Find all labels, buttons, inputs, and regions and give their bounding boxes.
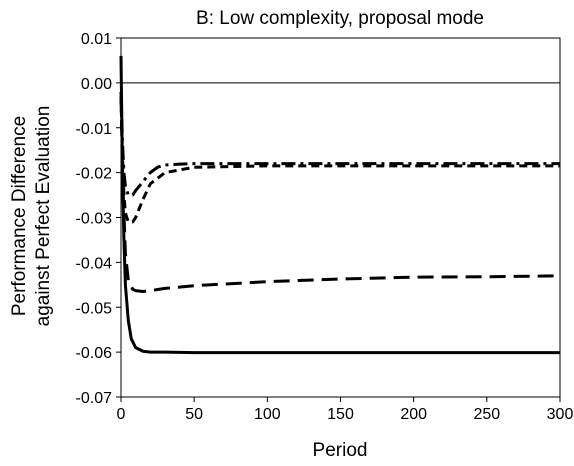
y-tick-label: 0.01: [81, 31, 112, 48]
chart-title: B: Low complexity, proposal mode: [196, 8, 484, 29]
y-tick-label: -0.05: [76, 300, 113, 317]
y-axis-label: Performance Difference against Perfect E…: [9, 106, 54, 327]
x-tick-label: 250: [473, 406, 500, 423]
y-tick-label: -0.01: [76, 121, 113, 138]
x-tick-label: 300: [547, 406, 574, 423]
x-axis-label: Period: [313, 440, 368, 461]
y-tick-label: -0.04: [76, 255, 113, 272]
plot-frame: [120, 37, 561, 398]
x-tick-label: 50: [185, 406, 203, 423]
x-tick-label: 150: [327, 406, 354, 423]
series-line-short-dash: [119, 96, 560, 224]
plot-area: 0 50 100 150 200 250 300 0.01 0.00 -0.01 -0.02 -0.0…: [76, 31, 574, 423]
y-tick-label: -0.03: [76, 211, 113, 228]
y-tick-label: -0.07: [76, 390, 113, 407]
series-line-dash-dot: [119, 91, 560, 197]
series-line-long-dash: [119, 96, 561, 294]
x-tick-label: 200: [400, 406, 427, 423]
x-tick-label: 100: [254, 406, 281, 423]
y-tick-label: -0.06: [76, 345, 113, 362]
y-tick-label: -0.02: [76, 166, 113, 183]
y-axis-label-line-2: against Perfect Evaluation: [33, 106, 54, 327]
x-tick-label: 0: [117, 406, 126, 423]
y-tick-label: 0.00: [81, 76, 112, 93]
y-axis-label-line-1: Performance Difference: [9, 116, 30, 316]
series-line-solid: [119, 55, 560, 355]
